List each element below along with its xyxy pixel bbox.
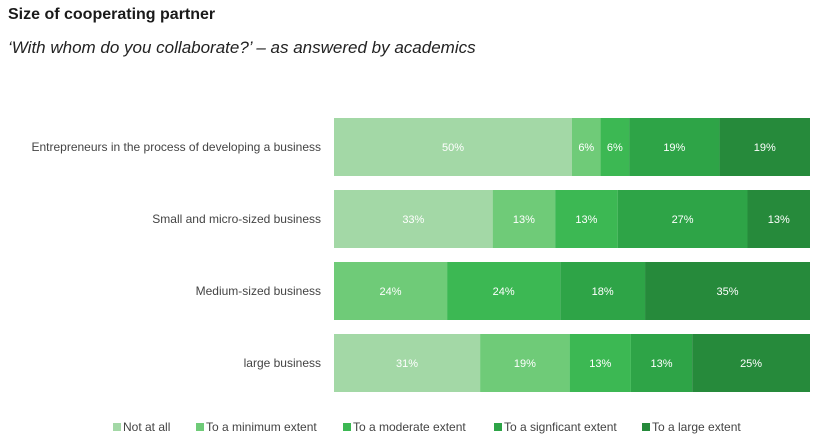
bar-segment: [334, 118, 572, 176]
bar-segment: [334, 334, 481, 392]
bar-segment: [569, 334, 631, 392]
data-label: 19%: [514, 358, 536, 370]
legend-swatch: [113, 423, 121, 431]
bar-segment: [334, 190, 493, 248]
data-label: 13%: [575, 214, 597, 226]
data-label: 13%: [651, 358, 673, 370]
chart-title: Size of cooperating partner: [8, 6, 216, 23]
bar-segment: [560, 262, 646, 320]
bar-segment: [629, 118, 720, 176]
bar-segment: [492, 190, 556, 248]
legend-label: To a minimum extent: [206, 420, 317, 434]
legend-swatch: [494, 423, 502, 431]
category-label: Entrepreneurs in the process of developi…: [31, 140, 321, 154]
legend-label: Not at all: [123, 420, 170, 434]
data-label: 33%: [402, 214, 424, 226]
bar-segment: [334, 262, 448, 320]
data-label: 24%: [493, 286, 515, 298]
bar-segment: [572, 118, 601, 176]
bar-segment: [692, 334, 810, 392]
data-label: 31%: [396, 358, 418, 370]
bar-segment: [617, 190, 748, 248]
data-label: 6%: [578, 142, 594, 154]
category-label: Medium-sized business: [196, 284, 321, 298]
bar-segment: [630, 334, 693, 392]
legend-swatch: [196, 423, 204, 431]
chart-subtitle: ‘With whom do you collaborate?’ – as ans…: [8, 38, 476, 57]
data-label: 27%: [672, 214, 694, 226]
bar-segment: [719, 118, 810, 176]
bar-segment: [600, 118, 630, 176]
category-label: Small and micro-sized business: [152, 212, 321, 226]
bar-segment: [747, 190, 810, 248]
data-label: 13%: [589, 358, 611, 370]
bar-segment: [645, 262, 810, 320]
data-label: 50%: [442, 142, 464, 154]
data-label: 19%: [754, 142, 776, 154]
data-label: 13%: [768, 214, 790, 226]
data-label: 25%: [740, 358, 762, 370]
legend-label: To a large extent: [652, 420, 741, 434]
data-label: 35%: [717, 286, 739, 298]
legend-swatch: [343, 423, 351, 431]
data-label: 6%: [607, 142, 623, 154]
data-label: 13%: [513, 214, 535, 226]
legend-label: To a signficant extent: [504, 420, 617, 434]
legend-swatch: [642, 423, 650, 431]
bar-segment: [447, 262, 561, 320]
category-label: large business: [244, 356, 321, 370]
bar-segment: [555, 190, 618, 248]
bar-segment: [480, 334, 570, 392]
data-label: 24%: [380, 286, 402, 298]
data-label: 18%: [592, 286, 614, 298]
data-label: 19%: [663, 142, 685, 154]
legend-label: To a moderate extent: [353, 420, 466, 434]
